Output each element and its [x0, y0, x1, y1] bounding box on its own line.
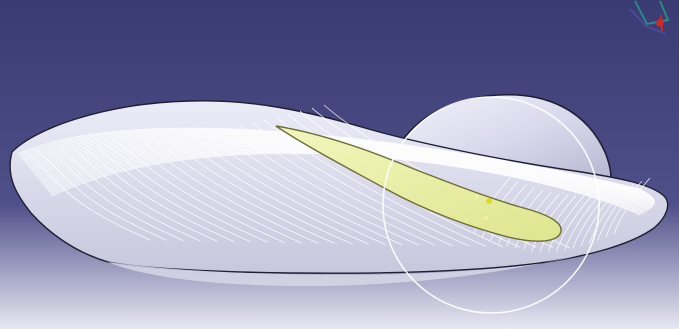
wire-crossing-curve — [23, 149, 151, 241]
wire-crossing-curve — [71, 147, 218, 242]
point-marker-a — [475, 195, 479, 199]
wire-crossing-curve — [143, 141, 319, 244]
wire-end-curve — [572, 192, 610, 249]
construction-circle[interactable] — [382, 96, 600, 314]
wire-end-curve — [547, 195, 585, 253]
wire-crossing-curve — [59, 147, 201, 242]
wire-crossing-curve — [179, 136, 369, 245]
wire-end-curve — [556, 195, 593, 252]
wire-crossing-curve — [47, 148, 184, 241]
wire-crossing-curve — [35, 149, 167, 241]
wire-crossing-curve — [203, 132, 403, 246]
wire-crossing-curve — [131, 142, 302, 244]
wire-crossing-curve — [119, 143, 285, 243]
wire-end-curve — [597, 184, 634, 241]
compass-red-axis-icon — [660, 14, 663, 32]
wire-crossing-curve — [227, 127, 436, 246]
point-marker-b — [484, 216, 488, 220]
selected-face[interactable] — [275, 125, 562, 242]
wire-crossing-curve — [155, 139, 335, 244]
wire-crossing-curve — [251, 122, 470, 247]
wire-end-curve — [613, 177, 651, 235]
wire-end-curve — [605, 181, 643, 238]
wire-end-curve — [564, 193, 601, 251]
wire-crossing-curve — [191, 134, 386, 245]
point-marker-main[interactable] — [486, 198, 492, 204]
underside-edge — [108, 255, 579, 287]
compass-axis-icon — [629, 8, 667, 35]
wire-crossing-curve — [83, 146, 235, 242]
wire-crossing-curve — [107, 144, 268, 243]
view-compass-icon[interactable] — [627, 0, 673, 42]
wire-end-curve — [580, 189, 618, 247]
wire-crossing-curve — [95, 145, 251, 243]
wire-crossing-curve — [263, 119, 487, 247]
wire-crossing-curve — [167, 138, 352, 245]
wire-crossing-curve — [239, 125, 453, 247]
wire-end-curve — [588, 187, 626, 244]
